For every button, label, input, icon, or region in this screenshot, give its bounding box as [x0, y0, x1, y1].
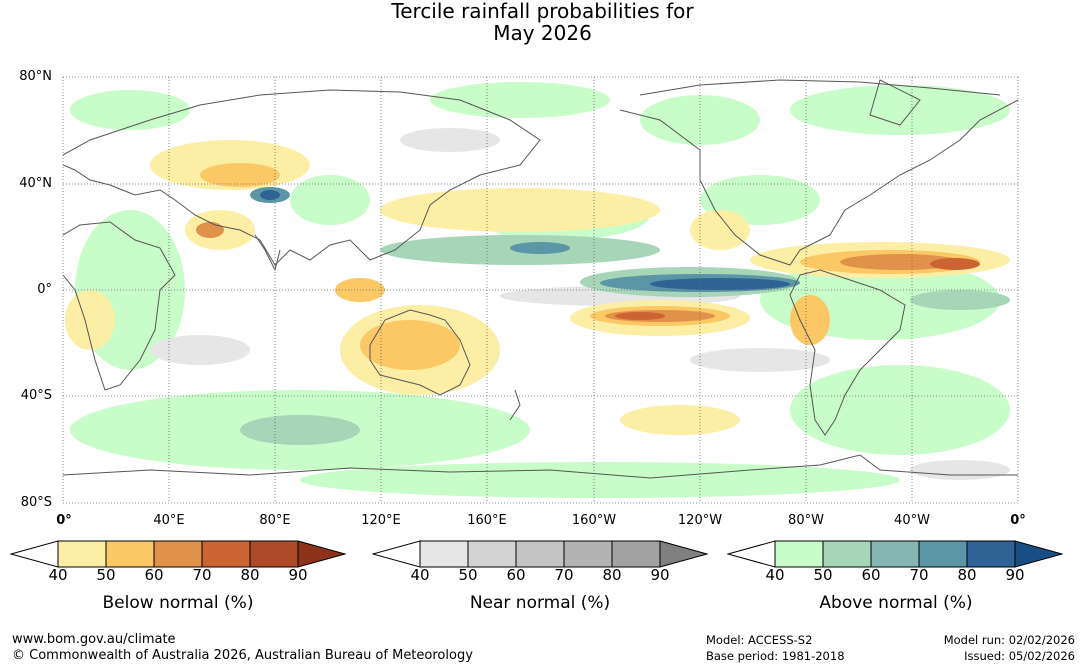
below-normal-swatch-over-90 — [297, 540, 346, 568]
below-normal-50-areas — [65, 140, 1010, 435]
lat-label-80s: 80°S — [20, 495, 52, 510]
lat-label-40s: 40°S — [20, 388, 52, 403]
lon-label-160w: 160°W — [571, 513, 617, 528]
above-normal-tick-50: 50 — [813, 566, 833, 584]
above-normal-swatch-50-60 — [822, 540, 872, 568]
legend-above-normal-colorbar — [727, 540, 1063, 568]
below-normal-tick-40: 40 — [48, 566, 68, 584]
legend-near-normal-colorbar — [372, 540, 708, 568]
below-normal-swatch-70-80 — [201, 540, 251, 568]
above-normal-swatch-80-90 — [966, 540, 1016, 568]
near-normal-tick-40: 40 — [410, 566, 430, 584]
legend-above-normal-title: Above normal (%) — [819, 593, 973, 613]
map-title-line2: May 2026 — [493, 21, 592, 45]
above-normal-tick-80: 80 — [957, 566, 977, 584]
legend-below-normal-title: Below normal (%) — [102, 593, 254, 613]
lat-label-80n: 80°N — [19, 69, 52, 84]
above-normal-swatch-under-40 — [727, 540, 776, 568]
issued-date: Issued: 05/02/2026 — [964, 649, 1075, 663]
near-normal-swatch-70-80 — [563, 540, 613, 568]
near-normal-swatch-40-50 — [419, 540, 469, 568]
legend-below-normal-colorbar — [10, 540, 346, 568]
lon-label-40e: 40°E — [153, 513, 185, 528]
near-normal-tick-80: 80 — [602, 566, 622, 584]
lon-label-160e: 160°E — [467, 513, 507, 528]
probability-shading — [65, 82, 1010, 498]
near-normal-swatch-50-60 — [467, 540, 517, 568]
lon-label-120e: 120°E — [361, 513, 401, 528]
lon-label-80e: 80°E — [259, 513, 291, 528]
near-normal-tick-60: 60 — [506, 566, 526, 584]
near-normal-swatch-60-70 — [515, 540, 565, 568]
above-normal-tick-40: 40 — [765, 566, 785, 584]
above-normal-tick-60: 60 — [861, 566, 881, 584]
map-title-line1: Tercile rainfall probabilities for — [391, 0, 694, 23]
base-period: Base period: 1981-2018 — [706, 649, 845, 663]
below-normal-swatch-80-90 — [249, 540, 299, 568]
near-normal-swatch-80-90 — [611, 540, 661, 568]
below-normal-tick-50: 50 — [96, 566, 116, 584]
near-normal-tick-50: 50 — [458, 566, 478, 584]
model-run-date: Model run: 02/02/2026 — [943, 633, 1075, 647]
below-normal-swatch-under-40 — [10, 540, 59, 568]
lon-label-120w: 120°W — [677, 513, 723, 528]
model-name: Model: ACCESS-S2 — [706, 633, 813, 647]
lon-label-40w: 40°W — [894, 513, 930, 528]
rainfall-probability-map — [62, 76, 1019, 504]
near-normal-swatch-over-90 — [659, 540, 708, 568]
lat-label-equator: 0° — [37, 282, 52, 297]
above-normal-swatch-40-50 — [774, 540, 824, 568]
graticule — [62, 76, 1019, 504]
above-normal-tick-70: 70 — [909, 566, 929, 584]
copyright-text: © Commonwealth of Australia 2026, Austra… — [12, 648, 473, 663]
below-normal-tick-80: 80 — [240, 566, 260, 584]
lat-label-40n: 40°N — [19, 176, 52, 191]
above-normal-tick-90: 90 — [1005, 566, 1025, 584]
near-normal-tick-90: 90 — [650, 566, 670, 584]
below-normal-swatch-40-50 — [57, 540, 107, 568]
below-normal-tick-70: 70 — [192, 566, 212, 584]
near-normal-swatch-under-40 — [372, 540, 421, 568]
lon-label-0-left: 0° — [56, 513, 72, 528]
below-normal-80-areas — [615, 258, 980, 320]
above-normal-swatch-over-90 — [1014, 540, 1063, 568]
above-normal-swatch-70-80 — [918, 540, 968, 568]
website-link[interactable]: www.bom.gov.au/climate — [12, 632, 176, 647]
legend-near-normal-title: Near normal (%) — [469, 593, 611, 613]
below-normal-tick-90: 90 — [288, 566, 308, 584]
lon-label-0-right: 0° — [1010, 513, 1026, 528]
lon-label-80w: 80°W — [788, 513, 824, 528]
below-normal-tick-60: 60 — [144, 566, 164, 584]
below-normal-swatch-60-70 — [153, 540, 203, 568]
near-normal-tick-70: 70 — [554, 566, 574, 584]
above-normal-swatch-60-70 — [870, 540, 920, 568]
below-normal-swatch-50-60 — [105, 540, 155, 568]
